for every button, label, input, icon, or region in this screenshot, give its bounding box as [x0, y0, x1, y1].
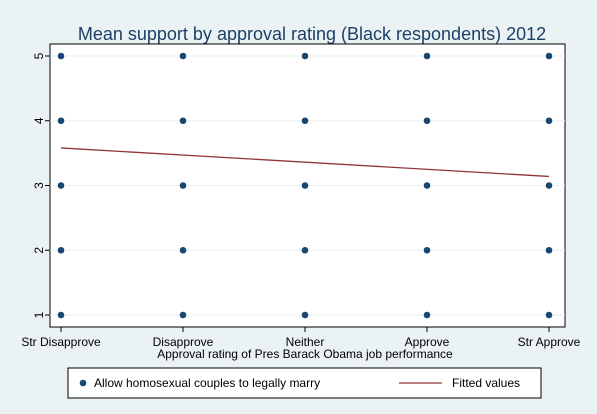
data-point: [545, 182, 553, 189]
y-tick-label: 5: [32, 52, 46, 59]
legend-box: [67, 367, 542, 399]
data-point: [423, 52, 431, 60]
data-point: [179, 182, 187, 189]
legend-label-scatter: Allow homosexual couples to legally marr…: [94, 376, 320, 390]
data-point: [423, 311, 431, 319]
y-tick-label: 1: [32, 311, 46, 318]
data-point: [179, 117, 187, 125]
data-point: [545, 246, 553, 254]
chart-title: Mean support by approval rating (Black r…: [78, 24, 546, 44]
legend-marker-scatter: [79, 379, 87, 387]
data-point: [301, 246, 309, 254]
fitted-line: [60, 147, 550, 178]
data-point: [301, 117, 309, 125]
data-point: [57, 117, 65, 125]
legend-label-line: Fitted values: [452, 376, 520, 390]
fit-layer: [60, 147, 550, 178]
y-axis: 1 2 3 4 5: [32, 52, 50, 318]
data-point: [301, 311, 309, 319]
data-point: [545, 311, 553, 319]
data-point: [57, 182, 65, 189]
data-point: [179, 246, 187, 254]
data-point: [301, 182, 309, 189]
data-point: [545, 52, 553, 60]
data-point: [57, 246, 65, 254]
point-layer: [57, 52, 553, 319]
x-tick-label: Neither: [286, 335, 325, 349]
y-tick-label: 3: [32, 182, 46, 189]
data-point: [179, 311, 187, 319]
y-tick-label: 2: [32, 247, 46, 254]
data-point: [545, 117, 553, 125]
x-tick-label: Str Disapprove: [21, 335, 101, 349]
data-point: [423, 246, 431, 254]
x-tick-label: Disapprove: [153, 335, 214, 349]
legend: Allow homosexual couples to legally marr…: [67, 367, 542, 399]
x-tick-label: Str Approve: [518, 335, 581, 349]
data-point: [179, 52, 187, 60]
x-axis-title: Approval rating of Pres Barack Obama job…: [157, 347, 453, 361]
y-tick-label: 4: [32, 117, 46, 124]
data-point: [301, 52, 309, 60]
x-axis: Str Disapprove Disapprove Neither Approve St…: [21, 327, 581, 361]
data-point: [423, 182, 431, 189]
data-point: [423, 117, 431, 125]
data-point: [57, 52, 65, 60]
data-point: [57, 311, 65, 319]
x-tick-label: Approve: [405, 335, 450, 349]
